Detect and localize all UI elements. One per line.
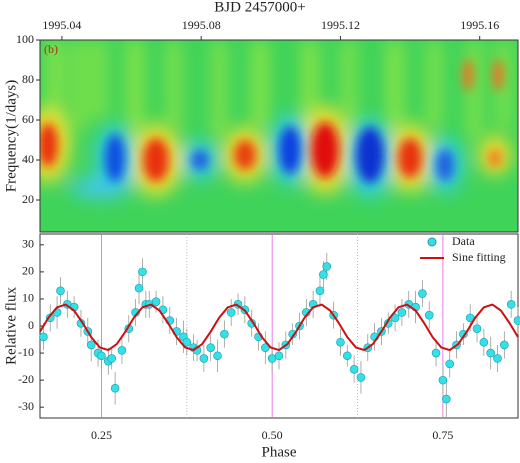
data-point <box>319 270 328 279</box>
bottom-x-title: Phase <box>262 444 297 460</box>
data-point <box>486 348 495 358</box>
wavelet-map <box>40 40 518 232</box>
legend-marker <box>427 237 437 247</box>
data-point <box>206 343 216 352</box>
x-tick-label: 1995.16 <box>460 18 499 32</box>
legend-label: Sine fitting <box>452 250 506 264</box>
data-point <box>506 300 516 309</box>
data-point <box>274 351 284 361</box>
data-point <box>513 316 520 325</box>
data-point <box>182 337 192 347</box>
data-point <box>479 337 489 347</box>
y-tick-label: 60 <box>22 112 34 126</box>
data-point <box>97 351 106 361</box>
data-point <box>472 324 482 334</box>
x-tick-label: 0.75 <box>432 428 453 442</box>
y-tick-label: 100 <box>16 32 34 46</box>
data-point <box>56 286 65 296</box>
data-point <box>39 332 48 342</box>
legend-label: Data <box>452 234 475 248</box>
x-tick-label: 0.50 <box>262 428 283 442</box>
data-point <box>322 262 332 271</box>
data-point <box>86 340 96 350</box>
panel-label: (b) <box>44 42 58 56</box>
data-point <box>226 308 236 317</box>
y-tick-label: 0 <box>28 318 34 332</box>
y-tick-label: 30 <box>22 237 34 251</box>
data-point <box>356 373 366 382</box>
y-tick-label: 40 <box>22 152 34 166</box>
data-point <box>397 308 407 317</box>
data-point <box>220 329 229 339</box>
y-tick-label: -10 <box>18 345 34 359</box>
x-tick-label: 1995.04 <box>42 18 81 32</box>
data-point <box>336 337 345 347</box>
y-tick-label: 20 <box>22 264 34 278</box>
data-point <box>199 354 209 363</box>
data-point <box>390 313 400 323</box>
top-x-title: BJD 2457000+ <box>214 0 305 15</box>
data-point <box>493 354 502 363</box>
data-point <box>431 348 441 358</box>
data-point <box>213 351 222 361</box>
data-point <box>315 286 325 296</box>
y-tick-label: -20 <box>18 372 34 386</box>
bottom-y-title: Relative flux <box>3 287 19 365</box>
data-point <box>151 297 161 306</box>
y-tick-label: 80 <box>22 72 34 86</box>
y-tick-label: -30 <box>18 399 34 413</box>
data-point <box>500 340 509 350</box>
data-point <box>349 364 359 374</box>
data-point <box>134 283 144 293</box>
data-point <box>117 346 127 355</box>
data-point <box>424 310 434 320</box>
data-point <box>418 289 427 298</box>
x-tick-label: 1995.08 <box>182 18 221 32</box>
data-point <box>438 375 448 385</box>
top-y-title: Frequency(1/days) <box>3 80 19 192</box>
x-tick-label: 1995.12 <box>321 18 360 32</box>
data-point <box>110 383 120 393</box>
y-tick-label: 10 <box>22 291 34 305</box>
data-point <box>107 354 116 363</box>
data-point <box>342 351 352 361</box>
y-tick-label: 20 <box>22 192 34 206</box>
x-tick-label: 0.25 <box>91 428 112 442</box>
data-point <box>261 343 270 352</box>
top-frame <box>39 39 519 233</box>
data-point <box>445 359 455 369</box>
data-point <box>138 267 147 277</box>
data-point <box>441 394 451 404</box>
fit-line <box>39 303 519 352</box>
